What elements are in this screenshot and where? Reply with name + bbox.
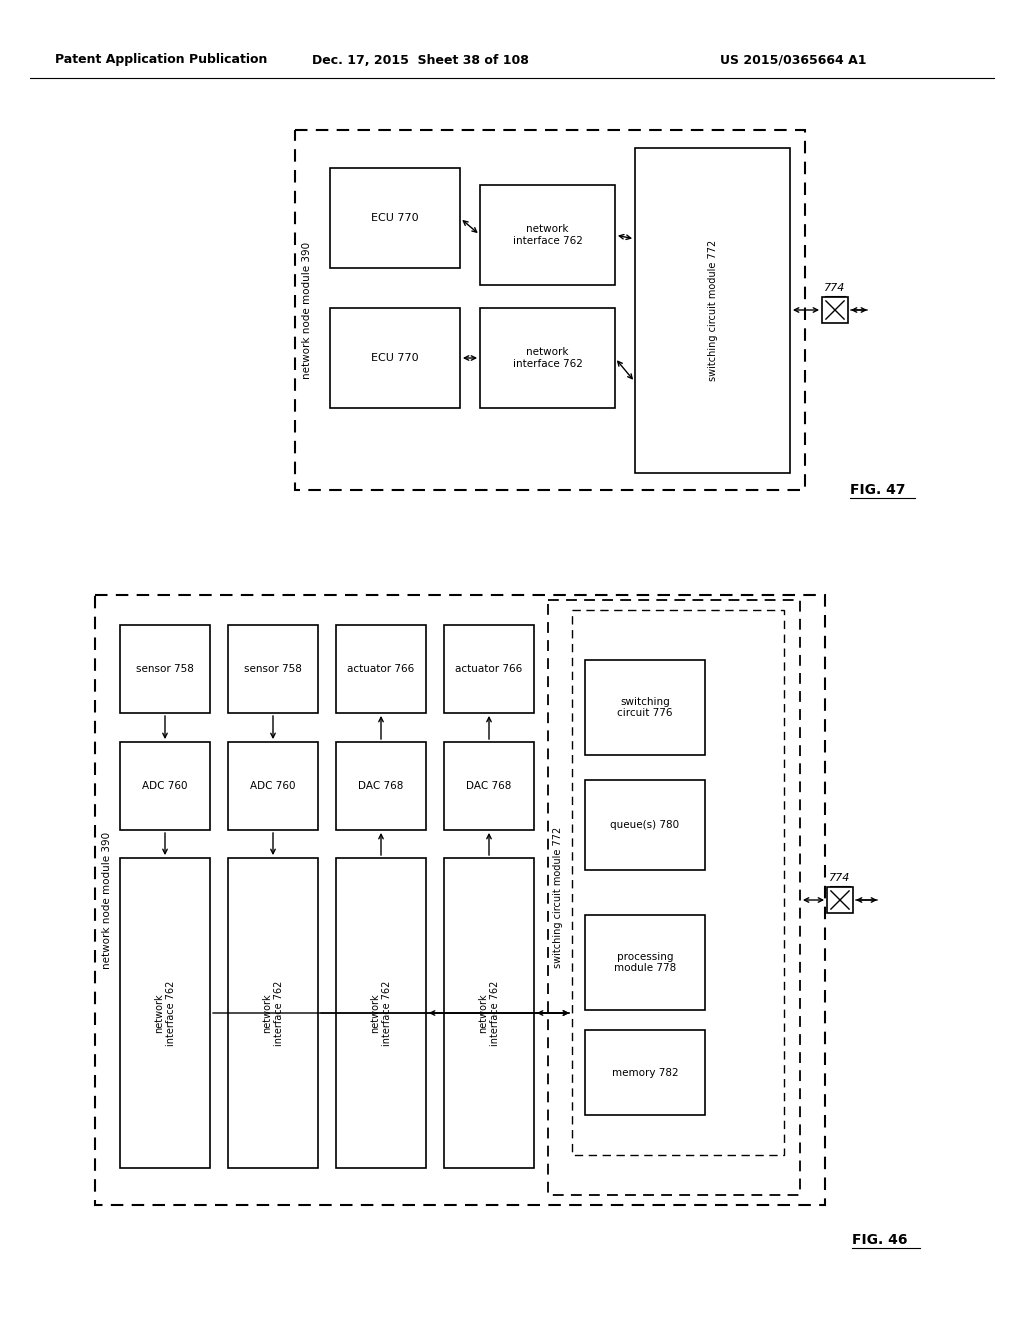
- Bar: [95, 595, 825, 1205]
- Bar: [585, 780, 705, 870]
- Bar: [480, 308, 615, 408]
- Bar: [585, 915, 705, 1010]
- Text: Dec. 17, 2015  Sheet 38 of 108: Dec. 17, 2015 Sheet 38 of 108: [311, 54, 528, 66]
- Bar: [228, 858, 318, 1168]
- Text: 774: 774: [829, 873, 851, 883]
- Bar: [827, 887, 853, 913]
- Text: network
interface 762: network interface 762: [262, 981, 284, 1045]
- Text: ADC 760: ADC 760: [250, 781, 296, 791]
- Bar: [444, 742, 534, 830]
- Text: FIG. 47: FIG. 47: [850, 483, 905, 498]
- Bar: [120, 742, 210, 830]
- Text: network
interface 762: network interface 762: [478, 981, 500, 1045]
- Text: memory 782: memory 782: [611, 1068, 678, 1077]
- Text: DAC 768: DAC 768: [466, 781, 512, 791]
- Bar: [330, 168, 460, 268]
- Text: network
interface 762: network interface 762: [155, 981, 176, 1045]
- Text: Patent Application Publication: Patent Application Publication: [55, 54, 267, 66]
- Bar: [228, 742, 318, 830]
- Text: network node module 390: network node module 390: [102, 832, 112, 969]
- Text: network node module 390: network node module 390: [302, 242, 312, 379]
- Bar: [585, 660, 705, 755]
- Text: switching circuit module 772: switching circuit module 772: [708, 240, 718, 381]
- Bar: [228, 624, 318, 713]
- Bar: [822, 297, 848, 323]
- Bar: [480, 185, 615, 285]
- Bar: [120, 624, 210, 713]
- Bar: [572, 610, 784, 1155]
- Text: network
interface 762: network interface 762: [513, 347, 583, 368]
- Text: ADC 760: ADC 760: [142, 781, 187, 791]
- Bar: [120, 858, 210, 1168]
- Bar: [295, 129, 805, 490]
- Text: queue(s) 780: queue(s) 780: [610, 820, 680, 830]
- Bar: [635, 148, 790, 473]
- Text: actuator 766: actuator 766: [347, 664, 415, 675]
- Bar: [548, 601, 800, 1195]
- Text: actuator 766: actuator 766: [456, 664, 522, 675]
- Text: network
interface 762: network interface 762: [371, 981, 392, 1045]
- Text: ECU 770: ECU 770: [371, 213, 419, 223]
- Bar: [444, 858, 534, 1168]
- Bar: [336, 624, 426, 713]
- Text: 774: 774: [824, 282, 846, 293]
- Text: DAC 768: DAC 768: [358, 781, 403, 791]
- Text: sensor 758: sensor 758: [244, 664, 302, 675]
- Bar: [444, 624, 534, 713]
- Text: network
interface 762: network interface 762: [513, 224, 583, 246]
- Text: sensor 758: sensor 758: [136, 664, 194, 675]
- Text: US 2015/0365664 A1: US 2015/0365664 A1: [720, 54, 866, 66]
- Text: ECU 770: ECU 770: [371, 352, 419, 363]
- Text: switching
circuit 776: switching circuit 776: [617, 697, 673, 718]
- Bar: [330, 308, 460, 408]
- Bar: [585, 1030, 705, 1115]
- Bar: [336, 742, 426, 830]
- Text: processing
module 778: processing module 778: [613, 952, 676, 973]
- Bar: [336, 858, 426, 1168]
- Text: FIG. 46: FIG. 46: [852, 1233, 907, 1247]
- Text: switching circuit module 772: switching circuit module 772: [553, 826, 563, 968]
